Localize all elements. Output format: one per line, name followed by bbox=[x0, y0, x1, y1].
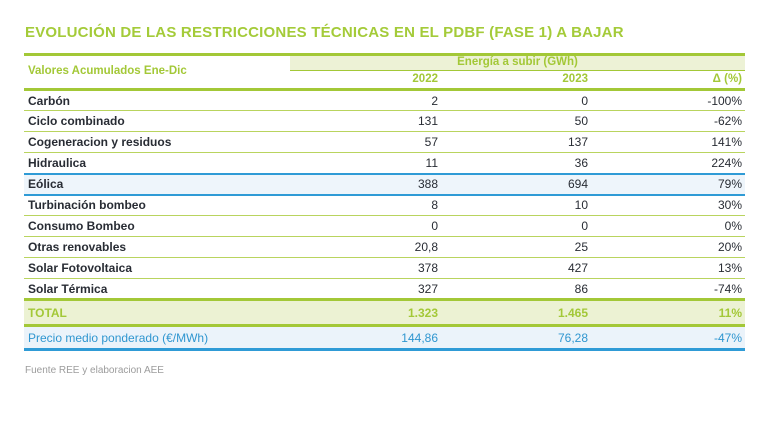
row-label: Eólica bbox=[24, 172, 290, 196]
price-delta: -47% bbox=[588, 325, 746, 351]
group-header-band: Energía a subir (GWh) bbox=[290, 54, 746, 71]
price-label: Precio medio ponderado (€/MWh) bbox=[24, 325, 290, 351]
value-delta: 0% bbox=[588, 215, 746, 237]
value-delta: 79% bbox=[588, 172, 746, 196]
value-delta: 141% bbox=[588, 131, 746, 153]
table-row: Ciclo combinado 131 50 -62% bbox=[24, 110, 746, 132]
value-2023: 137 bbox=[438, 131, 588, 153]
row-label: Otras renovables bbox=[24, 236, 290, 258]
value-2023: 86 bbox=[438, 278, 588, 301]
value-2022: 388 bbox=[290, 172, 438, 196]
table-row: Turbinación bombeo 8 10 30% bbox=[24, 194, 746, 216]
total-row: TOTAL 1.323 1.465 11% bbox=[24, 299, 746, 327]
col-header-2023: 2023 bbox=[438, 70, 588, 91]
total-delta: 11% bbox=[588, 299, 746, 327]
table-row-highlighted: Eólica 388 694 79% bbox=[24, 172, 746, 196]
value-2023: 0 bbox=[438, 89, 588, 111]
row-label: Solar Fotovoltaica bbox=[24, 257, 290, 279]
row-header-label: Valores Acumulados Ene-Dic bbox=[24, 54, 290, 91]
restrictions-table: Valores Acumulados Ene-Dic Energía a sub… bbox=[24, 53, 746, 351]
row-label: Hidraulica bbox=[24, 152, 290, 174]
page-title: EVOLUCIÓN DE LAS RESTRICCIONES TÉCNICAS … bbox=[25, 24, 624, 41]
value-delta: 224% bbox=[588, 152, 746, 174]
total-2022: 1.323 bbox=[290, 299, 438, 327]
value-2023: 36 bbox=[438, 152, 588, 174]
value-delta: -100% bbox=[588, 89, 746, 111]
value-2023: 0 bbox=[438, 215, 588, 237]
value-2022: 8 bbox=[290, 194, 438, 216]
table-row: Hidraulica 11 36 224% bbox=[24, 152, 746, 174]
row-label: Cogeneracion y residuos bbox=[24, 131, 290, 153]
table-row: Otras renovables 20,8 25 20% bbox=[24, 236, 746, 258]
value-2022: 57 bbox=[290, 131, 438, 153]
value-2023: 694 bbox=[438, 172, 588, 196]
value-delta: -74% bbox=[588, 278, 746, 301]
value-2022: 2 bbox=[290, 89, 438, 111]
total-2023: 1.465 bbox=[438, 299, 588, 327]
col-header-2022: 2022 bbox=[290, 70, 438, 91]
table-row: Cogeneracion y residuos 57 137 141% bbox=[24, 131, 746, 153]
table-row: Carbón 2 0 -100% bbox=[24, 89, 746, 111]
row-label: Turbinación bombeo bbox=[24, 194, 290, 216]
table-row: Consumo Bombeo 0 0 0% bbox=[24, 215, 746, 237]
value-2022: 11 bbox=[290, 152, 438, 174]
value-2022: 0 bbox=[290, 215, 438, 237]
source-note: Fuente REE y elaboracion AEE bbox=[25, 365, 164, 376]
group-header-row: Valores Acumulados Ene-Dic Energía a sub… bbox=[24, 54, 746, 91]
table-row: Solar Térmica 327 86 -74% bbox=[24, 278, 746, 301]
table-row: Solar Fotovoltaica 378 427 13% bbox=[24, 257, 746, 279]
total-label: TOTAL bbox=[24, 299, 290, 327]
row-label: Solar Térmica bbox=[24, 278, 290, 301]
value-2023: 427 bbox=[438, 257, 588, 279]
price-2022: 144,86 bbox=[290, 325, 438, 351]
column-header-row: 2022 2023 Δ (%) bbox=[24, 70, 746, 91]
value-2022: 327 bbox=[290, 278, 438, 301]
value-delta: 13% bbox=[588, 257, 746, 279]
price-2023: 76,28 bbox=[438, 325, 588, 351]
value-2022: 20,8 bbox=[290, 236, 438, 258]
value-2023: 10 bbox=[438, 194, 588, 216]
value-delta: 20% bbox=[588, 236, 746, 258]
value-2022: 131 bbox=[290, 110, 438, 132]
value-2023: 50 bbox=[438, 110, 588, 132]
row-label: Consumo Bombeo bbox=[24, 215, 290, 237]
value-delta: -62% bbox=[588, 110, 746, 132]
row-label: Ciclo combinado bbox=[24, 110, 290, 132]
value-delta: 30% bbox=[588, 194, 746, 216]
value-2022: 378 bbox=[290, 257, 438, 279]
col-header-delta: Δ (%) bbox=[588, 70, 746, 91]
average-price-row: Precio medio ponderado (€/MWh) 144,86 76… bbox=[24, 325, 746, 351]
row-label: Carbón bbox=[24, 89, 290, 111]
value-2023: 25 bbox=[438, 236, 588, 258]
